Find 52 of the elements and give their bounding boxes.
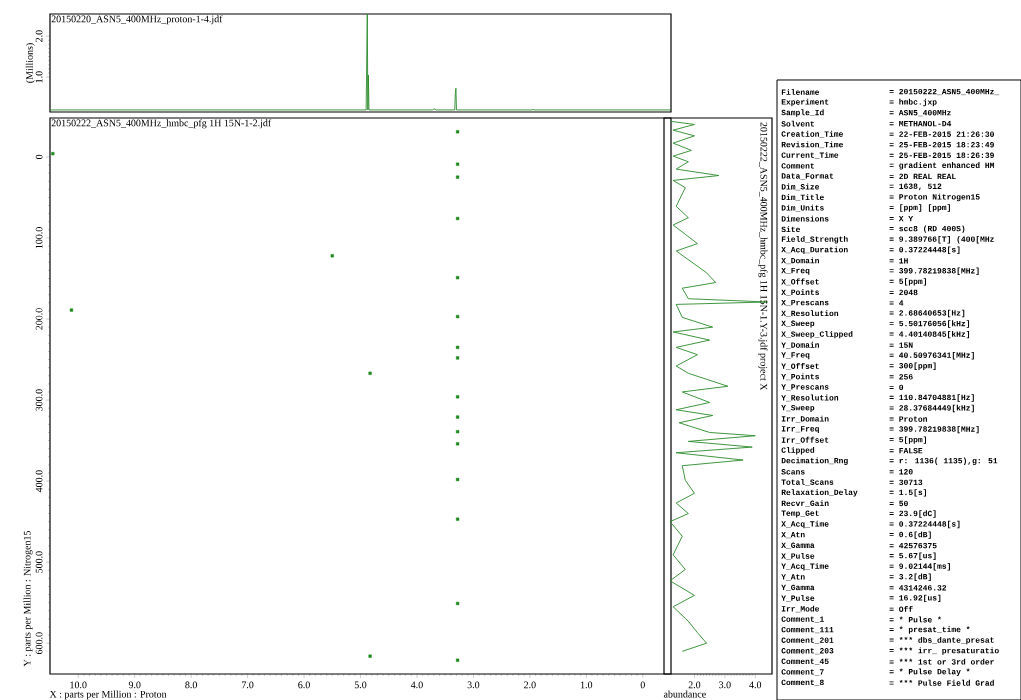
- point: [368, 654, 372, 658]
- annotation: 20150222_ASN5_400MHz_hmbc_pfg 1H 15N-1.Y-3.jdf project X: [758, 122, 768, 391]
- x-tick-label: 3.0: [719, 681, 731, 689]
- y-axis-title: (Millions): [25, 43, 35, 83]
- point: [456, 601, 460, 606]
- x-axis-title: X : parts per Million : Proton: [49, 690, 167, 700]
- y-tick-label: 600.0: [35, 632, 43, 654]
- y-tick-label: 2.0: [35, 30, 43, 42]
- annotation: 20150220_ASN5_400MHz_proton-1-4.jdf: [51, 15, 223, 25]
- y-axis-title: Y : parts per Million : Nitrogen15: [23, 531, 33, 667]
- point: [456, 395, 460, 399]
- point: [456, 130, 460, 134]
- line-series: [49, 13, 671, 111]
- y-tick-label: 0: [35, 154, 43, 160]
- point: [456, 442, 460, 446]
- point: [456, 345, 460, 349]
- point: [456, 477, 460, 482]
- x-tick-label: 0: [640, 681, 645, 689]
- point: [456, 216, 460, 221]
- point: [456, 517, 460, 521]
- x-tick-label: 10.0: [70, 681, 87, 689]
- x-tick-label: 2.0: [688, 681, 701, 689]
- annotation: 20150222_ASN5_400MHz_hmbc_pfg 1H 15N-1-2.jdf: [51, 119, 272, 129]
- x-tick-label: 8.0: [185, 681, 197, 689]
- y-tick-label: 400.0: [35, 470, 43, 493]
- x-tick-label: 1.0: [580, 681, 593, 689]
- y-tick-label: 200.0: [35, 308, 43, 330]
- x-tick-label: 7.0: [242, 681, 254, 689]
- point: [51, 152, 55, 156]
- x-tick-label: 2.0: [524, 681, 536, 689]
- x-tick-label: 6.0: [298, 681, 310, 689]
- x-tick-label: 3.0: [467, 681, 480, 689]
- x-tick-label: 4.0: [410, 681, 423, 689]
- y-tick-label: 100.0: [35, 227, 43, 249]
- point: [456, 175, 460, 179]
- y-tick-label: 300.0: [35, 389, 43, 411]
- point: [456, 356, 460, 360]
- point: [456, 276, 460, 280]
- point: [456, 658, 460, 662]
- point: [456, 415, 460, 419]
- y-tick-label: 1.0: [35, 71, 43, 83]
- point: [456, 430, 460, 434]
- point: [69, 308, 74, 312]
- x-tick-label: 9.0: [128, 681, 141, 689]
- point: [368, 371, 372, 375]
- y-tick-label: 500.0: [35, 551, 43, 573]
- point: [330, 254, 334, 258]
- point: [456, 314, 460, 319]
- x-tick-label: 5.0: [354, 681, 367, 689]
- point: [456, 162, 460, 166]
- x-axis-title: abundance: [663, 690, 706, 698]
- x-tick-label: 4.0: [749, 681, 762, 689]
